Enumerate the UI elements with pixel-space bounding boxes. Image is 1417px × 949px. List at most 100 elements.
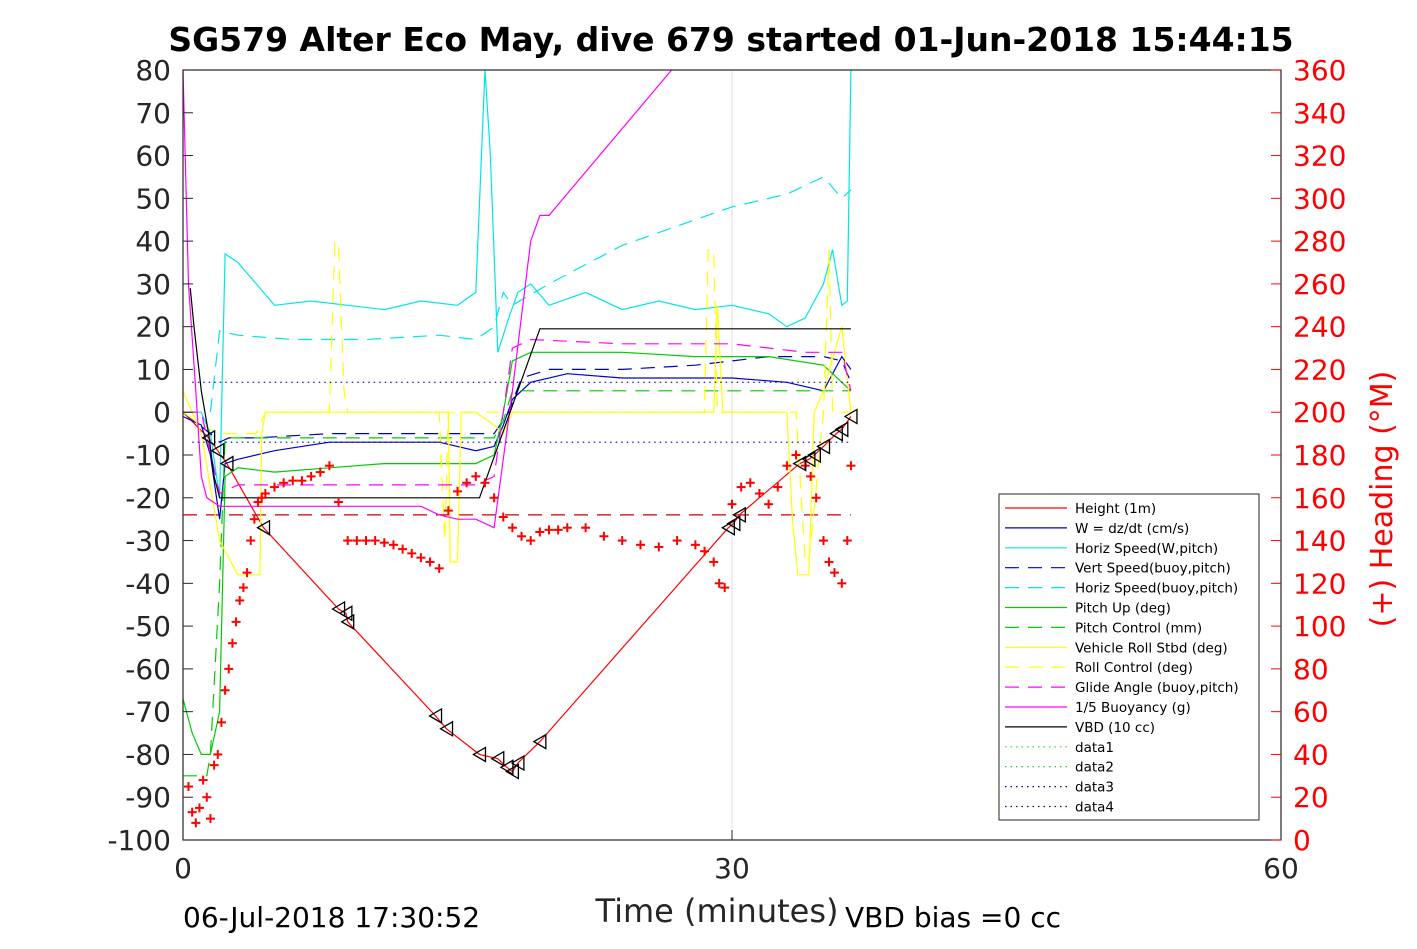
- heading-point: [480, 478, 490, 488]
- height-marker: [510, 754, 525, 772]
- right-tick-label: 100: [1293, 610, 1346, 643]
- left-tick-label: -30: [125, 525, 171, 558]
- heading-point: [709, 557, 719, 567]
- legend-label: Vehicle Roll Stbd (deg): [1075, 640, 1228, 656]
- legend-label: VBD (10 cc): [1075, 720, 1155, 736]
- left-tick-label: -100: [107, 824, 171, 857]
- left-tick-label: -20: [125, 482, 171, 515]
- heading-point: [581, 523, 591, 533]
- legend-entry: Pitch Control (mm): [1005, 620, 1202, 636]
- heading-point: [599, 531, 609, 541]
- height-marker: [843, 408, 858, 425]
- left-tick-label: 40: [135, 225, 171, 258]
- heading-point: [388, 540, 398, 550]
- left-tick-label: -60: [125, 653, 171, 686]
- series-horiz-speed-w-pitch: [183, 70, 852, 498]
- heading-point: [227, 638, 237, 648]
- footer-vbd-bias: VBD bias =0 cc: [845, 901, 1061, 934]
- heading-point: [535, 527, 545, 537]
- legend-entry: Horiz Speed(W,pitch): [1005, 541, 1218, 557]
- heading-point: [343, 536, 353, 546]
- legend-entry: Vert Speed(buoy,pitch): [1005, 561, 1231, 577]
- heading-point: [819, 536, 828, 546]
- left-tick-label: -80: [125, 738, 171, 771]
- height-marker: [834, 421, 849, 438]
- heading-point: [764, 499, 774, 509]
- heading-point: [654, 542, 664, 552]
- legend-entry: data2: [1005, 760, 1114, 776]
- legend-entry: VBD (10 cc): [1005, 720, 1155, 736]
- x-tick-label: 60: [1263, 852, 1299, 885]
- heading-point: [553, 525, 563, 535]
- legend-label: Height (1m): [1075, 501, 1156, 517]
- legend-entry: Horiz Speed(buoy,pitch): [1005, 581, 1238, 597]
- legend-label: Glide Angle (buoy,pitch): [1075, 680, 1239, 696]
- heading-point: [202, 792, 212, 802]
- heading-point: [846, 461, 856, 471]
- height-marker: [505, 763, 520, 780]
- left-tick-label: 50: [135, 182, 171, 215]
- series-w-dz-dt-cm-s: [183, 355, 852, 520]
- right-tick-label: 0: [1293, 824, 1311, 857]
- heading-point: [352, 536, 362, 546]
- height-marker: [331, 600, 346, 618]
- height-marker: [792, 455, 807, 472]
- heading-point: [517, 531, 527, 541]
- left-tick-label: -70: [125, 696, 171, 729]
- heading-point: [198, 775, 208, 785]
- right-tick-label: 60: [1293, 696, 1329, 729]
- height-marker: [472, 746, 487, 763]
- height-marker: [490, 750, 505, 767]
- legend-entry: Pitch Up (deg): [1005, 601, 1171, 617]
- heading-point: [498, 512, 508, 522]
- right-tick-label: 360: [1293, 54, 1346, 87]
- left-tick-label: -40: [125, 567, 171, 600]
- height-marker: [439, 720, 454, 737]
- heading-point: [324, 461, 334, 471]
- left-tick-label: 0: [153, 396, 171, 429]
- left-tick-label: 70: [135, 97, 171, 130]
- heading-point: [183, 782, 193, 792]
- heading-point: [672, 536, 682, 546]
- heading-point: [209, 760, 219, 770]
- heading-point: [700, 546, 710, 556]
- x-axis: 0 30 60: [174, 830, 1299, 885]
- heading-point: [187, 807, 197, 817]
- heading-point: [297, 476, 307, 486]
- height-marker: [726, 515, 741, 532]
- right-tick-label: 160: [1293, 482, 1346, 515]
- series-pitch-control-mm: [183, 390, 851, 777]
- heading-point: [279, 478, 289, 488]
- chart-title: SG579 Alter Eco May, dive 679 started 01…: [168, 20, 1293, 59]
- left-tick-label: -90: [125, 781, 171, 814]
- heading-point: [205, 814, 215, 824]
- legend-entry: Roll Control (deg): [1005, 660, 1193, 676]
- heading-point: [714, 578, 724, 588]
- right-y-axis-label: (+) Heading (°M): [1365, 371, 1400, 628]
- heading-point: [754, 489, 764, 498]
- heading-point: [425, 557, 435, 567]
- left-tick-label: -50: [125, 610, 171, 643]
- heading-point: [842, 536, 852, 546]
- heading-point: [837, 578, 847, 588]
- legend-entry: data3: [1005, 780, 1114, 796]
- legend-label: Horiz Speed(W,pitch): [1075, 541, 1218, 557]
- heading-point: [242, 568, 252, 578]
- right-tick-label: 320: [1293, 140, 1346, 173]
- legend-label: Vert Speed(buoy,pitch): [1075, 561, 1231, 577]
- heading-point: [398, 544, 408, 554]
- height-marker: [732, 506, 746, 524]
- height-marker: [532, 733, 547, 750]
- heading-point: [361, 536, 371, 546]
- left-tick-label: 10: [135, 353, 171, 386]
- heading-point: [191, 818, 201, 828]
- right-tick-label: 280: [1293, 225, 1346, 258]
- heading-point: [235, 595, 245, 605]
- heading-point: [617, 536, 627, 546]
- heading-point: [231, 617, 241, 627]
- legend-entry: Vehicle Roll Stbd (deg): [1005, 640, 1228, 656]
- heading-point: [829, 568, 839, 578]
- right-tick-label: 220: [1293, 353, 1346, 386]
- right-tick-label: 200: [1293, 396, 1346, 429]
- left-tick-label: 20: [135, 311, 171, 344]
